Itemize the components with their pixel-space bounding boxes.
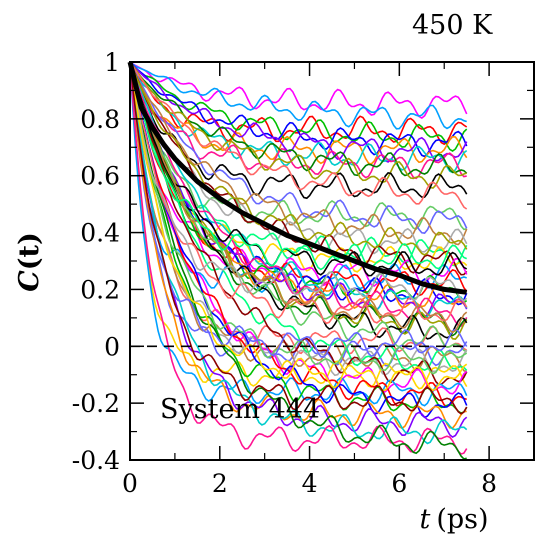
y-tick-label: 0.8: [80, 105, 120, 134]
series-line: [130, 62, 468, 234]
series-line: [130, 62, 467, 408]
y-tick-label: 0.6: [80, 162, 120, 191]
series-line: [130, 62, 468, 256]
series-line: [130, 62, 468, 158]
series-line: [130, 62, 468, 277]
series-line: [130, 62, 468, 415]
series-line: [130, 62, 468, 390]
x-tick-label: 0: [122, 469, 138, 498]
x-tick-label: 4: [302, 469, 318, 498]
series-line: [130, 62, 468, 371]
series-line: [130, 62, 468, 318]
series-line: [130, 62, 468, 119]
series-line: [130, 62, 468, 439]
y-tick-label: 1: [104, 48, 120, 77]
series-line: [130, 62, 467, 130]
y-axis-label: C(t): [14, 232, 45, 292]
series-line: [130, 62, 468, 353]
series-line: [130, 62, 468, 445]
y-tick-label: 0: [104, 332, 120, 361]
series-line: [130, 62, 468, 455]
series-line: [130, 62, 468, 358]
x-tick-label: 6: [391, 469, 407, 498]
series-line: [130, 62, 467, 271]
series-line: [130, 62, 467, 430]
series-line: [130, 62, 468, 163]
series-line: [130, 62, 468, 246]
average-series-line: [127, 61, 468, 295]
series-line: [130, 62, 468, 419]
series-line: [130, 62, 468, 392]
series-line: [130, 62, 468, 302]
series-line: [130, 62, 468, 210]
series-line: [130, 62, 467, 189]
series-line: [130, 62, 468, 165]
y-tick-label: -0.4: [72, 446, 120, 475]
y-tick-label: 0.2: [80, 275, 120, 304]
series-line: [130, 62, 468, 306]
ticks-layer: 0 2 4 6 8 -0.4 -0.2 0 0.2 0.4 0.6 0.8 1: [72, 48, 534, 498]
x-axis-variable: t: [419, 504, 430, 535]
y-tick-label: 0.4: [80, 219, 120, 248]
x-tick-label: 2: [212, 469, 228, 498]
x-tick-label: 8: [481, 469, 497, 498]
x-axis-unit: (ps): [436, 504, 488, 535]
series-line: [130, 62, 468, 377]
series-line: [130, 62, 468, 407]
y-axis-variable: C: [14, 270, 45, 292]
series-line: [130, 62, 468, 334]
y-tick-label: -0.2: [72, 389, 120, 418]
series-line: [130, 62, 468, 415]
y-axis-argument: (t): [14, 232, 45, 270]
x-axis-label: t (ps): [419, 504, 488, 535]
chart-title: 450 K: [412, 10, 493, 41]
annotation-label: System 444: [160, 394, 320, 425]
series-line: [130, 62, 467, 460]
